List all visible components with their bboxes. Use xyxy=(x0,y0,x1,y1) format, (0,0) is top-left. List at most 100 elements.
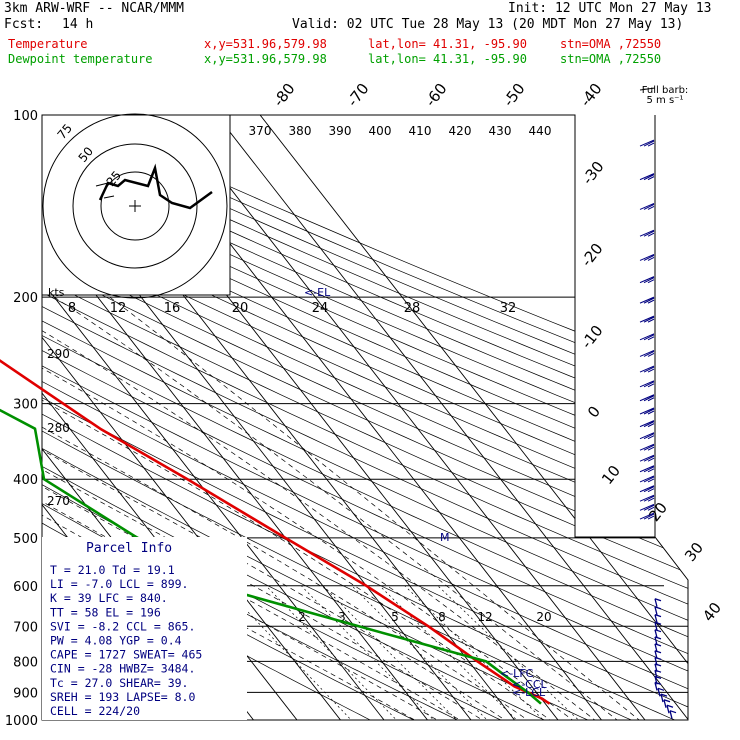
dry-adiabat-line xyxy=(42,115,661,720)
hodograph-ring xyxy=(100,171,170,241)
theta-label: 410 xyxy=(409,124,432,138)
mixing-ratio-label: 5 xyxy=(391,610,399,624)
wind-barb xyxy=(639,276,655,284)
theta-label: 430 xyxy=(489,124,512,138)
mixing-ratio-line xyxy=(351,585,501,720)
pressure-label: 100 xyxy=(13,109,38,124)
theta-label: 440 xyxy=(529,124,552,138)
mixing-ratio-line xyxy=(322,585,470,720)
theta-label: 390 xyxy=(329,124,352,138)
hodograph-speed-label: 8 xyxy=(68,301,76,316)
wind-barb xyxy=(639,253,655,261)
dry-adiabat-line xyxy=(42,115,688,720)
wind-barb xyxy=(654,606,662,615)
wind-barb xyxy=(639,202,655,210)
isotherm-label: 30 xyxy=(681,539,707,565)
isotherm-line xyxy=(42,115,395,720)
isotherm-label: -40 xyxy=(576,80,605,110)
mixing-ratio-line xyxy=(265,585,410,720)
theta-label: 370 xyxy=(249,124,272,138)
mixing-ratio-line xyxy=(222,585,364,720)
mixing-ratio-label: 12 xyxy=(477,610,492,624)
pressure-labels: 100 200 300 400 500 600 700 800 900 1000 xyxy=(5,109,38,729)
wind-barbs: Full barb:5 m s⁻¹ xyxy=(639,85,689,719)
hodograph-speed-label: 28 xyxy=(404,301,421,316)
sounding-series xyxy=(0,359,551,705)
dry-adiabat-line xyxy=(42,115,688,720)
header: 3km ARW-WRF -- NCAR/MMM Init: 12 UTC Mon… xyxy=(0,0,740,70)
hodograph-speed-label: 12 xyxy=(110,301,127,316)
dewpoint-legend: Dewpoint temperature xyxy=(8,52,153,66)
dry-adiabat-line xyxy=(42,115,688,720)
isotherm-label: 10 xyxy=(598,462,624,488)
moist-adiabat-line xyxy=(42,296,612,720)
isotherm-label: -20 xyxy=(577,240,606,270)
dry-adiabat-line xyxy=(42,115,688,720)
moist-adiabat-line xyxy=(42,296,590,720)
isotherm-label: 40 xyxy=(699,599,725,625)
wind-barb xyxy=(639,380,655,388)
hodograph-ring xyxy=(42,113,228,299)
wind-barb xyxy=(639,432,655,440)
dry-adiabat-line xyxy=(42,115,688,720)
wind-barb xyxy=(639,365,655,373)
dewpoint-latlon: lat,lon= 41.31, -95.90 xyxy=(368,52,527,66)
wind-barb xyxy=(654,681,662,691)
wind-barb xyxy=(654,598,662,607)
forecast-label: Fcst: xyxy=(4,17,44,32)
theta-label: 380 xyxy=(289,124,312,138)
mixing-ratio-label: 8 xyxy=(438,610,446,624)
temperature-legend: Temperature xyxy=(8,37,88,51)
wind-barb xyxy=(639,420,655,428)
wind-barb xyxy=(639,475,655,483)
isotherm-line xyxy=(151,115,656,720)
mixing-ratio-line xyxy=(437,585,593,720)
parcel-info-row: Tc = 27.0 SHEAR= 39. xyxy=(50,676,188,690)
pressure-label: 700 xyxy=(13,620,38,635)
dry-adiabat-line xyxy=(42,115,688,720)
barb-key-title: Full barb: xyxy=(642,85,689,96)
hodograph-speed-label: 16 xyxy=(164,301,181,316)
temperature-station: stn=OMA ,72550 xyxy=(560,37,662,51)
model-title: 3km ARW-WRF -- NCAR/MMM xyxy=(4,1,185,16)
moist-adiabat-line xyxy=(42,296,547,720)
wind-barb xyxy=(639,349,655,357)
mixing-ratio-labels: 2 3 5 8 12 20 xyxy=(298,610,551,624)
wind-barb xyxy=(639,454,655,462)
moist-adiabat-line xyxy=(109,296,656,720)
wind-barb xyxy=(654,643,662,653)
wind-barb xyxy=(639,465,655,473)
mixing-ratio-label: 2 xyxy=(298,610,306,624)
temperature-xy: x,y=531.96,579.98 xyxy=(204,37,327,51)
isotherm-label: -10 xyxy=(577,322,606,352)
dry-adiabat-line xyxy=(42,115,688,720)
pressure-label: 900 xyxy=(13,686,38,701)
left-scale-label: 270 xyxy=(47,494,70,508)
theta-labels: 370 380 390 400 410 420 430 440 xyxy=(249,124,552,138)
wind-barb xyxy=(660,693,668,703)
isotherm-line xyxy=(194,115,688,720)
wind-barb xyxy=(639,296,655,304)
theta-label: 400 xyxy=(369,124,392,138)
level-marker-el: <-EL xyxy=(304,286,331,299)
wind-barb xyxy=(654,614,662,623)
dry-adiabat-line xyxy=(42,115,688,720)
wind-barb xyxy=(639,394,655,402)
dry-adiabat-line xyxy=(42,115,688,720)
wind-barb xyxy=(663,699,671,708)
level-markers: <-EL M <-LFC<-CCL<-LCL xyxy=(304,286,548,699)
parcel-info-row: TT = 58 EL = 196 xyxy=(50,605,161,619)
wind-barb xyxy=(666,704,674,714)
dry-adiabat-line xyxy=(42,115,688,720)
wind-barb xyxy=(639,512,655,520)
parcel-info: Parcel Info T = 21.0 Td = 19.1LI = -7.0 L… xyxy=(42,537,247,720)
wind-barb xyxy=(639,407,655,415)
wind-barb xyxy=(654,629,662,638)
dry-adiabat-line xyxy=(42,115,688,720)
isotherm-label: -70 xyxy=(343,80,372,110)
hodograph-trace xyxy=(98,163,213,210)
moist-adiabat-line xyxy=(42,296,569,720)
wind-barb xyxy=(639,503,655,511)
dry-adiabat-line xyxy=(42,115,688,720)
left-scale-label: 290 xyxy=(47,347,70,361)
